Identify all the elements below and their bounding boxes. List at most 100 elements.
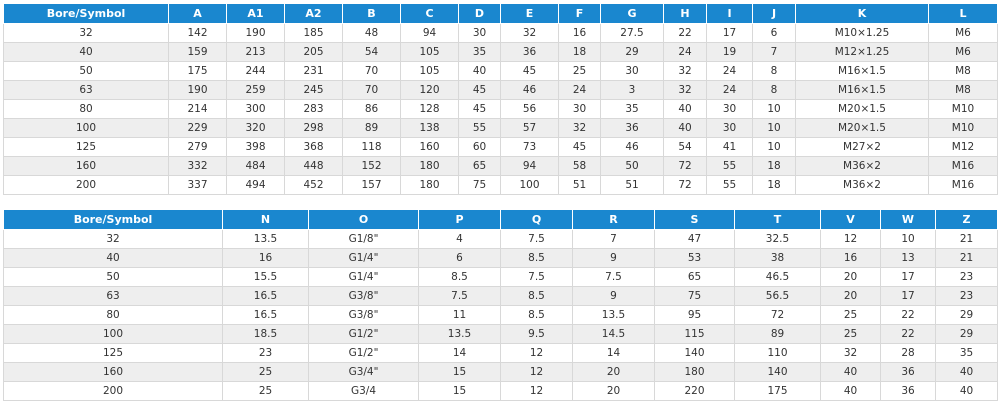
cell: 7.5: [418, 286, 501, 306]
cell: 22: [880, 324, 936, 344]
cell: 21: [935, 229, 998, 249]
cell: 175: [734, 381, 821, 401]
header-cell: R: [572, 209, 655, 230]
cell: 200: [3, 381, 223, 401]
cell: 142: [168, 23, 227, 43]
cell: 32: [558, 118, 601, 138]
cell: 12: [500, 343, 573, 363]
cell: 11: [418, 305, 501, 325]
cell: M27×2: [795, 137, 929, 157]
cell: 13.5: [418, 324, 501, 344]
cell: 320: [226, 118, 285, 138]
data-row: 160 25 G3/4" 15 12 20 180 140 40 36 40: [3, 362, 998, 382]
header-cell: J: [752, 3, 796, 24]
cell: 23: [222, 343, 309, 363]
data-row: 80 16.5 G3/8" 11 8.5 13.5 95 72 25 22 29: [3, 305, 998, 325]
header-cell: B: [342, 3, 401, 24]
header-row: Bore/Symbol N O P Q R S T V W Z: [3, 209, 998, 230]
cell: M36×2: [795, 156, 929, 176]
cell: 65: [654, 267, 735, 287]
data-row: 50 15.5 G1/4" 8.5 7.5 7.5 65 46.5 20 17 23: [3, 267, 998, 287]
cell: M16: [928, 175, 998, 195]
cell: 283: [284, 99, 343, 119]
cell: 15.5: [222, 267, 309, 287]
cell: 45: [458, 99, 501, 119]
cell: 19: [706, 42, 753, 62]
cell: 32: [663, 61, 707, 81]
cell: 4: [418, 229, 501, 249]
cell: 110: [734, 343, 821, 363]
cell: 36: [880, 381, 936, 401]
data-row: 40 159 213 205 54 105 35 36 18 29 24 19 7 M12×1.25 M6: [3, 42, 998, 62]
data-row: 125 23 G1/2" 14 12 14 140 110 32 28 35: [3, 343, 998, 363]
cell: 18: [752, 156, 796, 176]
cell: 35: [935, 343, 998, 363]
cell: 100: [500, 175, 559, 195]
cell: 6: [752, 23, 796, 43]
cell: 120: [400, 80, 459, 100]
header-row: Bore/Symbol A A1 A2 B C D E F G H I J K L: [3, 3, 998, 24]
data-row: 63 16.5 G3/8" 7.5 8.5 9 75 56.5 20 17 23: [3, 286, 998, 306]
cell: 50: [3, 267, 223, 287]
cell: 86: [342, 99, 401, 119]
cell: 15: [418, 362, 501, 382]
cell: 8.5: [500, 286, 573, 306]
cell: 89: [342, 118, 401, 138]
cell: 13.5: [572, 305, 655, 325]
cell: 175: [168, 61, 227, 81]
cell: 452: [284, 175, 343, 195]
header-cell: A2: [284, 3, 343, 24]
dimension-table: Bore/Symbol A A1 A2 B C D E F G H I J K L 32 142 190 185 48…: [3, 3, 998, 195]
cell: 54: [663, 137, 707, 157]
cell: 40: [3, 42, 169, 62]
header-cell: Bore/Symbol: [3, 209, 223, 230]
data-row: 32 13.5 G1/8" 4 7.5 7 47 32.5 12 10 21: [3, 229, 998, 249]
cell: 7.5: [500, 267, 573, 287]
cell: 23: [935, 286, 998, 306]
header-cell: T: [734, 209, 821, 230]
cell: 40: [663, 118, 707, 138]
cell: 279: [168, 137, 227, 157]
cell: 40: [663, 99, 707, 119]
header-cell: N: [222, 209, 309, 230]
cell: 70: [342, 61, 401, 81]
cell: 46.5: [734, 267, 821, 287]
cell: 38: [734, 248, 821, 268]
cell: 160: [3, 156, 169, 176]
cell: 60: [458, 137, 501, 157]
cell: 100: [3, 324, 223, 344]
cell: 18: [752, 175, 796, 195]
cell: 47: [654, 229, 735, 249]
cell: 30: [706, 99, 753, 119]
cell: 13: [880, 248, 936, 268]
cell: 21: [935, 248, 998, 268]
cell: 20: [572, 381, 655, 401]
cell: 18: [558, 42, 601, 62]
cell: 80: [3, 305, 223, 325]
cell: 180: [654, 362, 735, 382]
cell: 65: [458, 156, 501, 176]
cell: 56.5: [734, 286, 821, 306]
cell: 46: [600, 137, 664, 157]
cell: 7.5: [500, 229, 573, 249]
cell: 32: [3, 23, 169, 43]
cell: 298: [284, 118, 343, 138]
cell: 14: [572, 343, 655, 363]
cell: G1/2": [308, 343, 419, 363]
cell: 94: [400, 23, 459, 43]
cell: 214: [168, 99, 227, 119]
cell: M10×1.25: [795, 23, 929, 43]
cell: 13.5: [222, 229, 309, 249]
cell: 25: [558, 61, 601, 81]
cell: 95: [654, 305, 735, 325]
data-row: 40 16 G1/4" 6 8.5 9 53 38 16 13 21: [3, 248, 998, 268]
cell: 7.5: [572, 267, 655, 287]
cell: 14: [418, 343, 501, 363]
cell: 75: [654, 286, 735, 306]
cell: M10: [928, 99, 998, 119]
cell: 105: [400, 42, 459, 62]
cell: 6: [418, 248, 501, 268]
cell: 16: [820, 248, 881, 268]
header-cell: Z: [935, 209, 998, 230]
cell: 16: [222, 248, 309, 268]
